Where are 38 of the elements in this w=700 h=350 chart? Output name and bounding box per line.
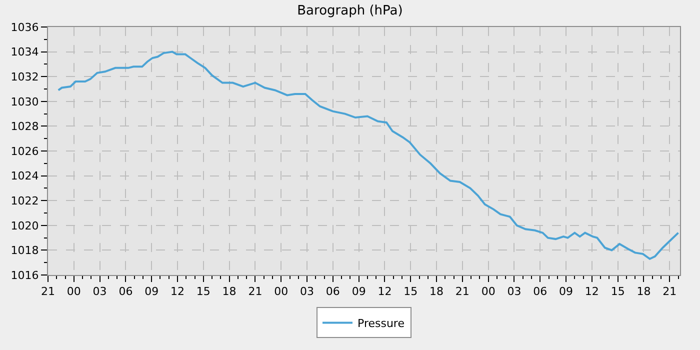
y-tick-label: 1026 <box>10 144 39 158</box>
x-tick-label: 18 <box>430 285 444 298</box>
x-tick-label: 06 <box>533 285 548 298</box>
x-tick-label: 21 <box>248 285 262 298</box>
x-tick-label: 03 <box>507 285 522 298</box>
x-tick-label: 03 <box>92 285 107 298</box>
x-tick-label: 00 <box>66 285 81 298</box>
x-tick-label: 00 <box>481 285 496 298</box>
y-tick-label: 1034 <box>10 46 39 59</box>
x-tick-label: 09 <box>352 285 366 298</box>
x-tick-label: 21 <box>662 285 677 298</box>
y-tick-label: 1022 <box>10 194 39 208</box>
x-tick-label: 00 <box>274 285 288 298</box>
y-tick-label: 1030 <box>10 95 39 108</box>
y-tick-label: 1032 <box>10 70 39 84</box>
chart-title: Barograph (hPa) <box>297 3 403 18</box>
y-tick-label: 1020 <box>10 219 39 232</box>
x-tick-label: 03 <box>300 285 314 298</box>
x-tick-label: 15 <box>404 285 418 298</box>
x-tick-label: 09 <box>144 285 159 298</box>
x-tick-label: 09 <box>559 285 574 298</box>
x-tick-label: 12 <box>170 285 185 298</box>
y-tick-label: 1018 <box>10 244 39 258</box>
y-tick-label: 1024 <box>10 170 39 183</box>
y-tick-label: 1036 <box>10 20 39 34</box>
x-tick-label: 06 <box>118 285 133 298</box>
x-tick-label: 15 <box>610 285 625 298</box>
x-tick-label: 18 <box>636 285 651 298</box>
x-tick-label: 15 <box>196 285 210 298</box>
x-tick-label: 12 <box>584 285 599 298</box>
x-tick-label: 12 <box>378 285 392 298</box>
y-tick-label: 1028 <box>10 120 39 134</box>
x-tick-label: 21 <box>455 285 470 298</box>
x-tick-label: 18 <box>222 285 236 298</box>
legend-label: Pressure <box>358 317 405 330</box>
y-tick-label: 1016 <box>10 268 39 282</box>
x-tick-label: 21 <box>41 285 55 298</box>
x-tick-label: 06 <box>326 285 340 298</box>
